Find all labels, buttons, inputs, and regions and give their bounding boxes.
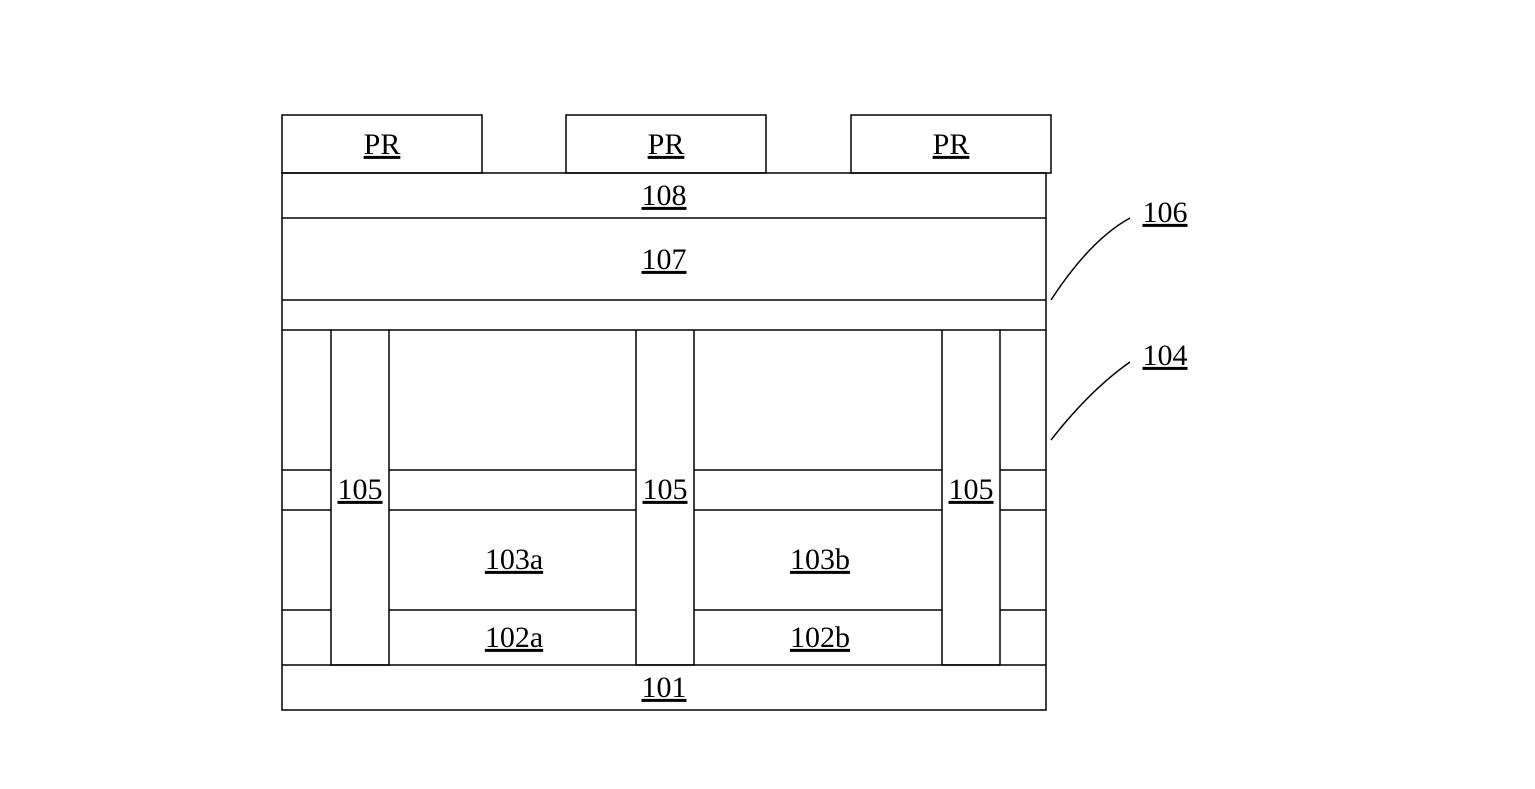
label-102b: 102b bbox=[790, 621, 850, 654]
label-102a: 102a bbox=[485, 621, 543, 654]
label-105-0: 105 bbox=[338, 473, 383, 506]
label-106: 106 bbox=[1143, 196, 1188, 229]
label-PR-2: PR bbox=[933, 128, 970, 161]
label-108: 108 bbox=[642, 179, 687, 212]
callout-104 bbox=[1051, 362, 1130, 440]
label-105-1: 105 bbox=[643, 473, 688, 506]
label-105-2: 105 bbox=[949, 473, 994, 506]
label-107: 107 bbox=[642, 243, 687, 276]
label-103a: 103a bbox=[485, 543, 543, 576]
label-101: 101 bbox=[642, 671, 687, 704]
label-104: 104 bbox=[1143, 339, 1188, 372]
label-PR-0: PR bbox=[364, 128, 401, 161]
label-PR-1: PR bbox=[648, 128, 685, 161]
callout-106 bbox=[1051, 218, 1130, 300]
label-103b: 103b bbox=[790, 543, 850, 576]
